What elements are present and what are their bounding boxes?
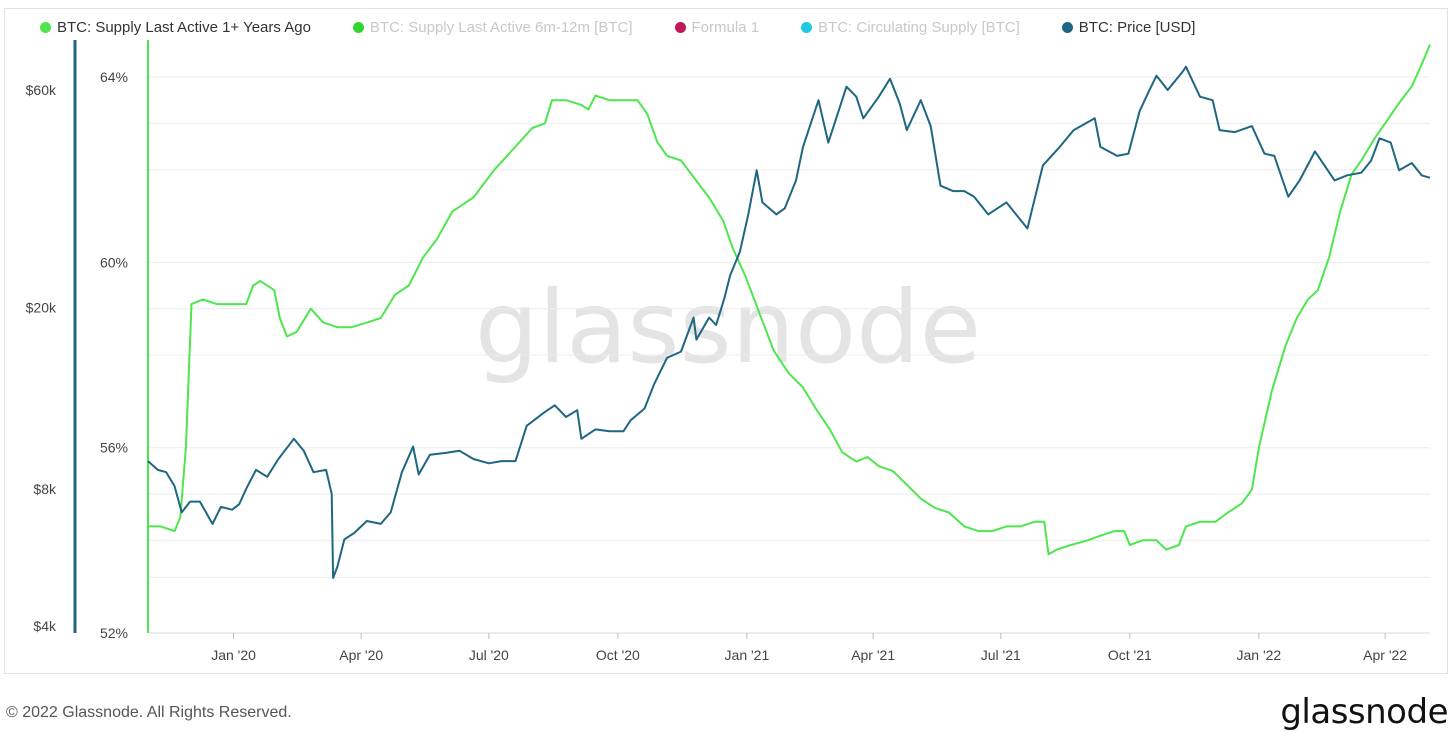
- grid-lines: [148, 76, 1430, 634]
- chart-panel: [4, 8, 1448, 674]
- x-tick-label: Jan '22: [1237, 647, 1282, 663]
- x-tick-label: Jul '21: [981, 647, 1021, 663]
- legend-label: BTC: Supply Last Active 1+ Years Ago: [57, 18, 311, 36]
- legend-dot-icon: [674, 21, 686, 33]
- y-left-tick-label: $8k: [33, 481, 57, 497]
- legend-label: BTC: Circulating Supply [BTC]: [818, 18, 1020, 36]
- x-tick-label: Jan '21: [725, 647, 770, 663]
- legend-dot-icon: [1061, 21, 1073, 33]
- legend-label: BTC: Price [USD]: [1078, 18, 1196, 36]
- legend-label: BTC: Supply Last Active 6m-12m [BTC]: [369, 18, 633, 36]
- legend-dot-icon: [352, 21, 364, 33]
- y-right-tick-label: 56%: [100, 440, 128, 456]
- series-line-supply-1y: [147, 44, 1431, 633]
- x-tick-label: Apr '20: [339, 647, 383, 663]
- x-tick-label: Oct '21: [1108, 647, 1152, 663]
- legend-item-price[interactable]: BTC: Price [USD]: [1061, 18, 1196, 36]
- y-left-tick-label: $60k: [26, 82, 57, 98]
- copyright-text: © 2022 Glassnode. All Rights Reserved.: [6, 704, 292, 721]
- watermark: glassnode: [475, 269, 981, 386]
- x-tick-label: Oct '20: [596, 647, 640, 663]
- y-left-tick-label: $4k: [33, 618, 57, 634]
- x-tick-label: Jan '20: [211, 647, 256, 663]
- glassnode-logo[interactable]: glassnode: [1280, 692, 1448, 732]
- x-tick-label: Apr '22: [1363, 647, 1407, 663]
- y-right-tick-label: 52%: [100, 625, 128, 641]
- legend-dot-icon: [801, 21, 813, 33]
- y-right-tick-label: 64%: [100, 69, 128, 85]
- x-tick-label: Jul '20: [469, 647, 509, 663]
- legend-item-formula-1[interactable]: Formula 1: [674, 18, 760, 36]
- legend-item-supply-1y[interactable]: BTC: Supply Last Active 1+ Years Ago: [40, 19, 311, 36]
- series-layer: [147, 44, 1431, 633]
- legend-item-supply-6m-12m[interactable]: BTC: Supply Last Active 6m-12m [BTC]: [352, 18, 633, 36]
- series-line-price: [147, 65, 1431, 579]
- y-right-tick-label: 60%: [100, 254, 128, 270]
- line-chart[interactable]: glassnode $4k $8k $20k $60k 52% 56% 60% 64% Jan …: [0, 0, 1456, 690]
- legend-item-circulating-supply[interactable]: BTC: Circulating Supply [BTC]: [801, 19, 1020, 36]
- legend-label: Formula 1: [691, 18, 760, 36]
- legend-dot-icon: [40, 21, 51, 33]
- x-tick-label: Apr '21: [851, 647, 895, 663]
- chart-legend: BTC: Supply Last Active 1+ Years Ago BTC…: [40, 16, 1237, 38]
- y-left-tick-label: $20k: [26, 299, 57, 315]
